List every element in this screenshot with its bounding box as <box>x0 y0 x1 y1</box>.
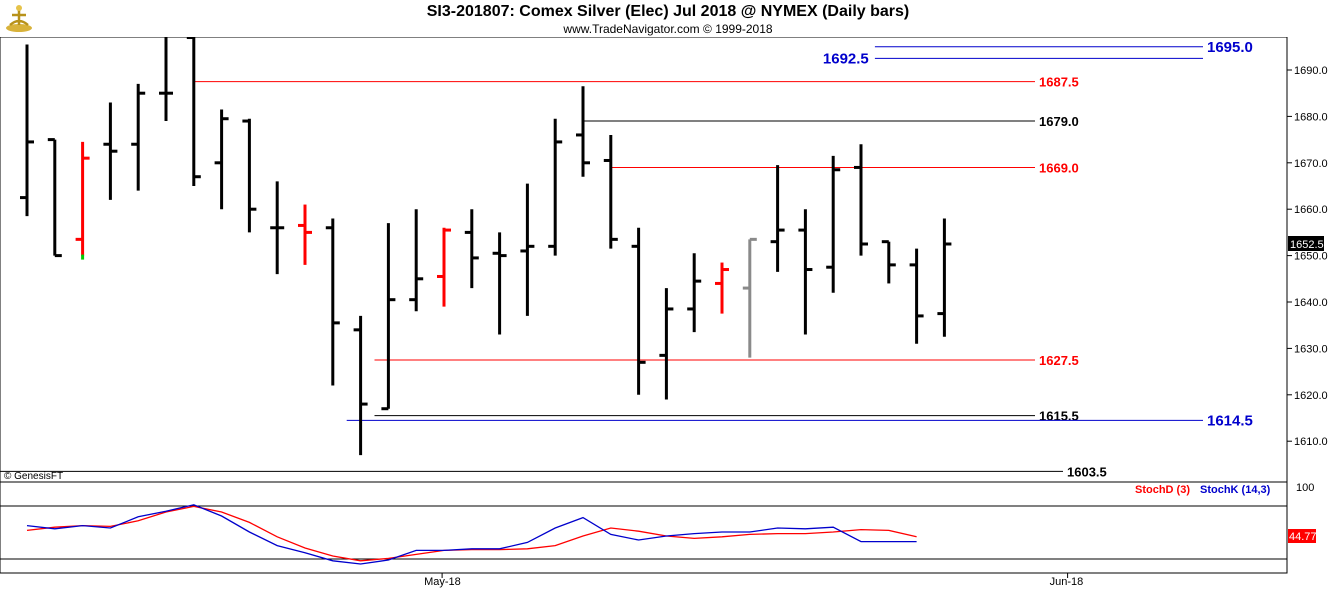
stochk-legend: StochK (14,3) <box>1200 484 1271 496</box>
ohlc-bar <box>715 262 729 314</box>
level-label: 1627.5 <box>1039 353 1079 368</box>
ohlc-bar <box>909 248 924 344</box>
ohlc-bar <box>381 223 396 411</box>
ohlc-bar <box>103 102 118 200</box>
levels-layer: 1695.0 1692.5 1687.5 1679.0 1669.0 1627.5 1615… <box>0 39 1253 479</box>
ohlc-bar <box>576 86 590 177</box>
ohlc-bar <box>770 165 785 272</box>
level-label: 1615.5 <box>1039 409 1079 424</box>
ohlc-bar <box>742 237 757 358</box>
ohlc-bar <box>464 209 479 289</box>
ohlc-bar <box>687 253 702 333</box>
indicator-tick-100: 100 <box>1296 482 1314 494</box>
price-tick-label: 1660.0 <box>1294 204 1328 216</box>
ohlc-bar <box>854 144 868 256</box>
level-label: 1695.0 <box>1207 39 1253 56</box>
ohlc-bar <box>298 204 312 265</box>
price-tick-label: 1670.0 <box>1294 158 1328 170</box>
ohlc-bar <box>159 37 173 122</box>
level-label: 1687.5 <box>1039 75 1079 90</box>
date-axis: May-18 Jun-18 <box>424 573 1083 588</box>
ohlc-bar <box>798 209 813 335</box>
stoch-last-badge-bg <box>1288 529 1316 543</box>
price-tick-label: 1640.0 <box>1294 297 1328 309</box>
date-tick-label: May-18 <box>424 576 461 588</box>
level-label: 1669.0 <box>1039 160 1079 175</box>
ohlc-bar <box>75 141 90 256</box>
level-label: 1679.0 <box>1039 114 1079 129</box>
level-label: 1614.5 <box>1207 412 1253 429</box>
ohlc-bar <box>937 218 952 337</box>
last-price-badge-bg <box>1288 236 1324 251</box>
price-axis: 1610.0 1620.0 1630.0 1640.0 1650.0 1660.0 1670… <box>1287 65 1328 448</box>
ohlc-bar <box>325 218 340 386</box>
ohlc-bar <box>47 138 62 258</box>
date-tick-label: Jun-18 <box>1050 576 1084 588</box>
price-tick-label: 1610.0 <box>1294 436 1328 448</box>
ohlc-bar <box>603 134 618 249</box>
stochd-line <box>26 505 917 562</box>
ohlc-bar <box>131 83 146 191</box>
logo-icon <box>6 5 32 32</box>
stochd-legend: StochD (3) <box>1135 484 1190 496</box>
ohlc-bar <box>214 109 229 210</box>
stochk-line <box>26 504 917 565</box>
price-panel <box>0 36 1288 483</box>
ohlc-bar <box>20 44 34 217</box>
ohlc-bar <box>437 227 451 307</box>
chart-title: SI3-201807: Comex Silver (Elec) Jul 2018… <box>426 3 910 20</box>
ohlc-bar <box>409 209 424 312</box>
level-label: 1603.5 <box>1067 464 1107 479</box>
title-bar: SI3-201807: Comex Silver (Elec) Jul 2018… <box>0 0 1336 37</box>
price-tick-label: 1680.0 <box>1294 111 1328 123</box>
chart-subtitle: www.TradeNavigator.com © 1999-2018 <box>563 22 773 36</box>
last-price-badge: 1652.5 <box>1290 239 1324 251</box>
ohlc-bar <box>826 155 841 293</box>
price-tick-label: 1650.0 <box>1294 251 1328 263</box>
ohlc-bar <box>659 288 674 400</box>
ohlc-bar <box>353 315 368 456</box>
level-label: 1692.5 <box>823 50 869 67</box>
ohlc-bar <box>548 118 563 256</box>
stochastic-layer <box>26 504 917 565</box>
indicator-panel <box>0 481 1288 574</box>
price-tick-label: 1630.0 <box>1294 343 1328 355</box>
price-tick-label: 1620.0 <box>1294 390 1328 402</box>
ohlc-bar <box>186 36 201 186</box>
ohlc-bar <box>520 183 535 316</box>
ohlc-bar <box>631 227 646 395</box>
copyright-genesis: © GenesisFT <box>4 471 63 482</box>
ohlc-bar <box>242 118 257 233</box>
price-tick-label: 1690.0 <box>1294 65 1328 77</box>
ohlc-bar <box>270 181 285 275</box>
ohlc-bar <box>881 240 896 284</box>
bars-layer <box>20 36 952 456</box>
stoch-last-badge: 44.77 <box>1289 531 1317 543</box>
ohlc-bar <box>492 232 507 335</box>
